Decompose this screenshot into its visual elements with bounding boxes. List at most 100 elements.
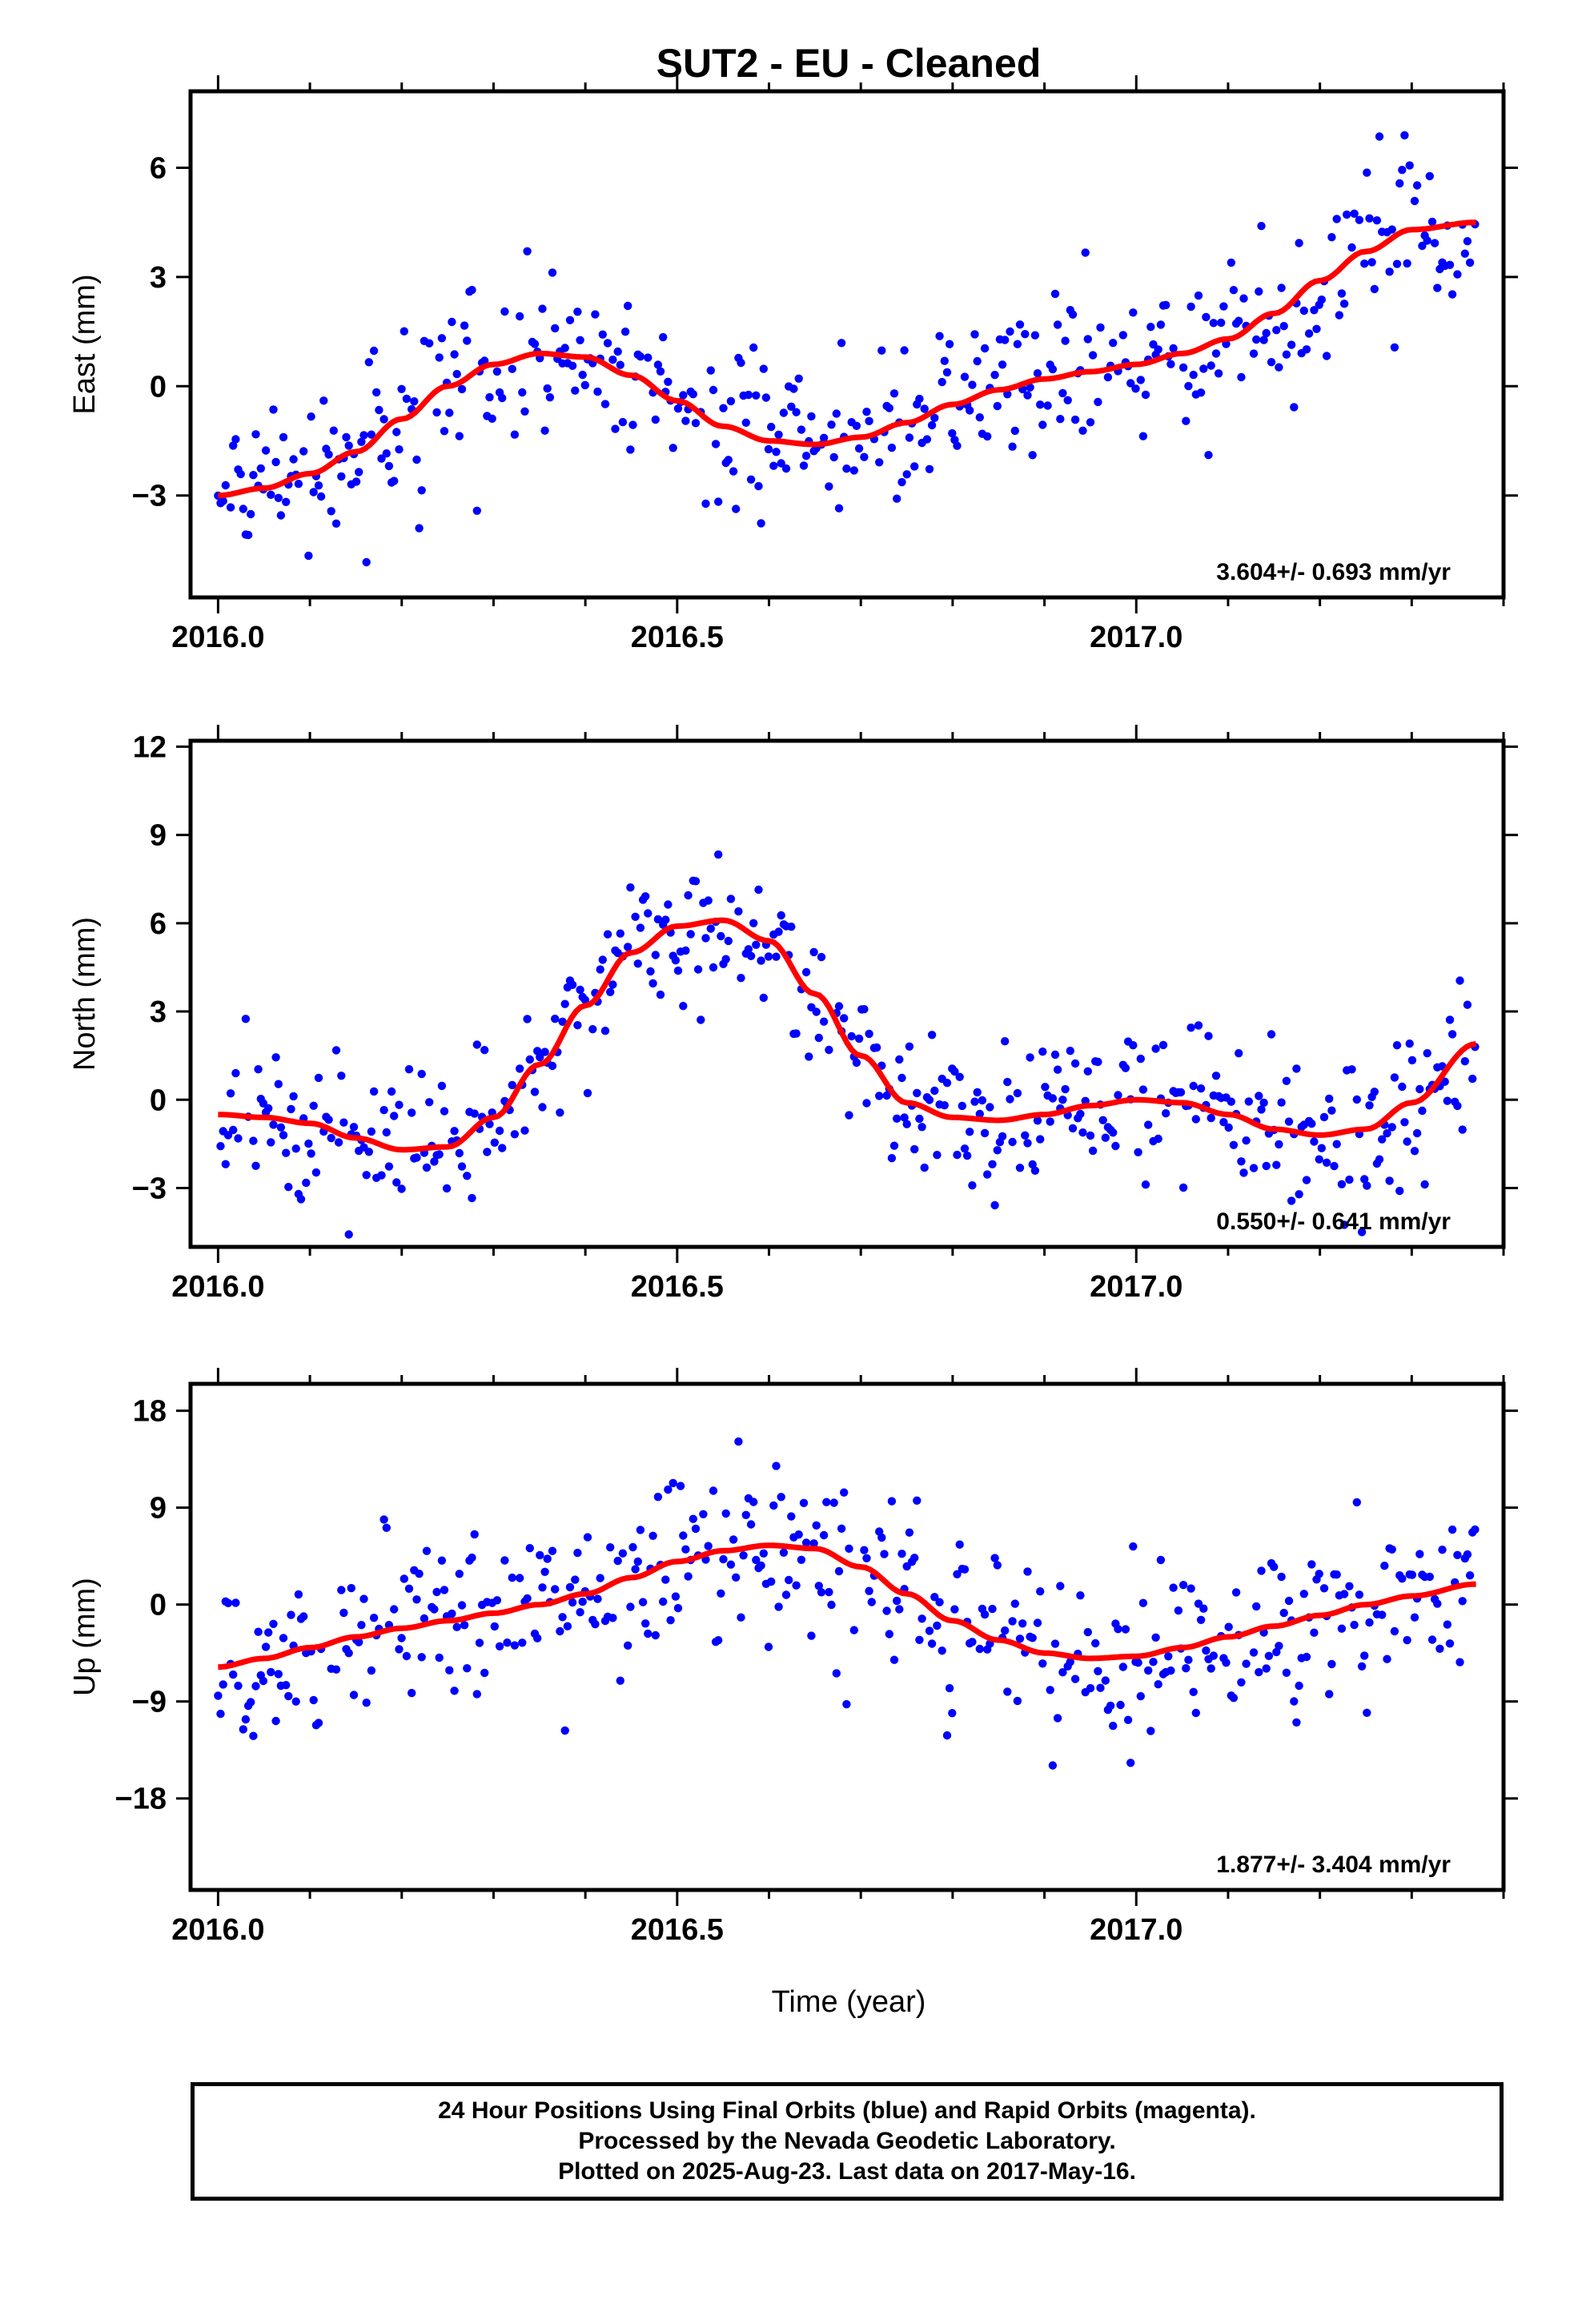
data-point	[1048, 1761, 1058, 1770]
data-point	[1001, 1037, 1010, 1046]
data-point	[819, 433, 829, 442]
data-point	[347, 1583, 355, 1593]
data-point	[717, 931, 725, 941]
data-point	[1445, 1015, 1455, 1024]
data-point	[1447, 1030, 1457, 1039]
data-point	[294, 1590, 303, 1599]
data-point	[840, 1488, 849, 1497]
data-point	[1279, 322, 1288, 331]
data-point	[1395, 1186, 1404, 1196]
data-point	[626, 445, 635, 454]
data-point	[624, 1641, 632, 1650]
data-point	[721, 1509, 730, 1518]
rate-label-up: 1.877+/- 3.404 mm/yr	[1216, 1852, 1451, 1878]
data-point	[1151, 1633, 1160, 1642]
data-point	[1178, 1581, 1188, 1590]
data-point	[390, 1605, 399, 1614]
data-point	[412, 1153, 421, 1162]
x-tick-label: 2017.0	[1090, 621, 1182, 654]
data-point	[249, 471, 258, 480]
data-point	[1332, 1140, 1341, 1148]
data-point	[282, 1681, 291, 1690]
data-point	[940, 1101, 950, 1110]
data-point	[573, 1021, 582, 1030]
y-tick-label: 3	[150, 261, 167, 295]
data-point	[945, 340, 954, 348]
data-point	[372, 388, 381, 397]
data-point	[530, 1088, 540, 1096]
data-point	[644, 353, 652, 362]
data-point	[769, 461, 778, 470]
data-point	[1144, 1120, 1153, 1129]
data-point	[1403, 259, 1411, 268]
data-point	[673, 1603, 683, 1613]
data-point	[897, 1550, 906, 1558]
data-point	[1038, 420, 1047, 429]
data-point	[779, 408, 789, 417]
footer-box: 24 Hour Positions Using Final Orbits (bl…	[191, 2082, 1504, 2201]
data-point	[404, 1065, 414, 1074]
data-point	[829, 1498, 838, 1507]
data-point	[724, 936, 733, 946]
data-point	[849, 466, 859, 475]
data-point	[852, 421, 861, 430]
data-point	[1453, 1550, 1462, 1560]
data-point	[679, 1531, 688, 1540]
data-point	[679, 391, 688, 400]
data-point	[968, 380, 977, 389]
data-point	[704, 1542, 713, 1550]
data-point	[415, 1570, 424, 1578]
data-point	[1184, 381, 1193, 391]
data-point	[1290, 1697, 1299, 1706]
data-point	[719, 404, 728, 412]
y-tick-label: 3	[150, 995, 167, 1029]
data-point	[600, 1027, 610, 1035]
data-point	[759, 993, 768, 1003]
data-point	[648, 1531, 657, 1541]
data-point	[1028, 1634, 1037, 1642]
data-point	[620, 328, 630, 336]
data-point	[1076, 1591, 1085, 1600]
data-point	[671, 956, 681, 965]
data-point	[744, 390, 753, 400]
data-point	[548, 1546, 557, 1555]
data-point	[825, 482, 833, 491]
data-point	[216, 1142, 225, 1151]
data-point	[953, 441, 962, 450]
data-point	[942, 1731, 952, 1740]
data-point	[1412, 1128, 1422, 1138]
data-point	[684, 891, 693, 900]
data-point	[827, 1600, 836, 1610]
data-point	[304, 1139, 313, 1148]
data-point	[1006, 1095, 1014, 1104]
rate-label-east: 3.604+/- 0.693 mm/yr	[1216, 559, 1451, 585]
data-point	[1056, 1582, 1065, 1590]
data-point	[455, 1570, 464, 1578]
data-point	[1118, 331, 1128, 340]
data-point	[684, 1572, 693, 1581]
data-point	[666, 1616, 675, 1625]
data-point	[1121, 1063, 1130, 1072]
data-point	[1204, 451, 1213, 460]
data-point	[556, 1108, 564, 1117]
data-point	[774, 927, 783, 936]
data-point	[1325, 1690, 1334, 1699]
data-point	[1209, 1651, 1219, 1660]
data-point	[1166, 1666, 1175, 1675]
data-point	[468, 1553, 476, 1562]
data-point	[1053, 1065, 1062, 1074]
data-point	[973, 356, 982, 366]
data-point	[704, 896, 713, 905]
data-point	[1242, 1136, 1251, 1145]
data-point	[1310, 306, 1319, 315]
data-point	[849, 1626, 859, 1634]
data-point	[1390, 1626, 1399, 1636]
data-point	[940, 356, 950, 365]
data-point	[1028, 1160, 1037, 1169]
data-point	[1249, 349, 1259, 358]
data-point	[600, 400, 610, 408]
y-tick-label: 6	[150, 907, 167, 941]
data-point	[1398, 1574, 1407, 1583]
data-point	[1252, 1602, 1261, 1611]
data-point	[1307, 1120, 1316, 1128]
